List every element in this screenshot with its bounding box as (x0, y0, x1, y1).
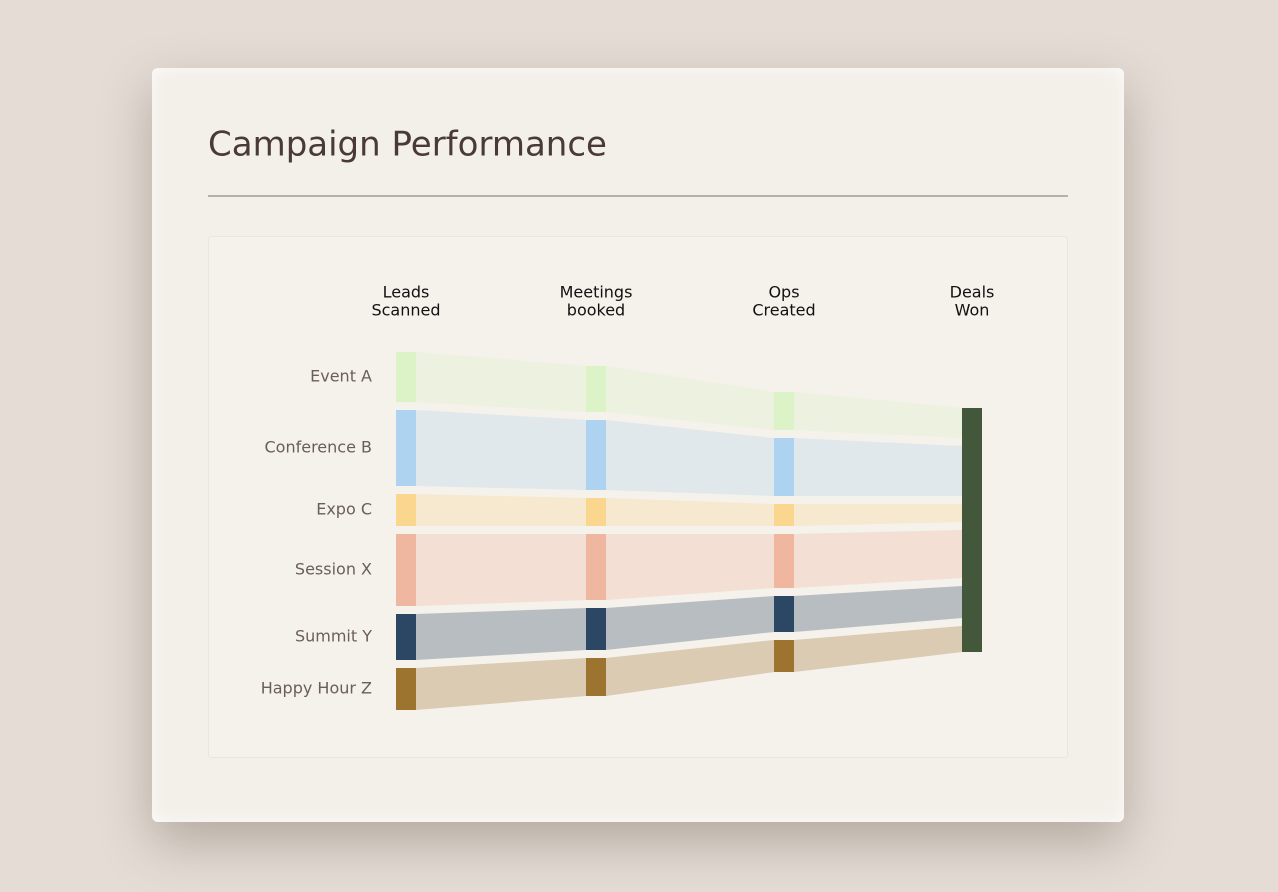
chart-title: Campaign Performance (208, 125, 607, 165)
flow (794, 392, 962, 438)
node (774, 504, 794, 526)
legend-label: Session X (295, 560, 372, 579)
node (586, 658, 606, 696)
flow (416, 658, 586, 710)
stage-label: Scanned (371, 301, 440, 320)
node (396, 352, 416, 402)
flow (794, 504, 962, 526)
flow (416, 494, 586, 526)
legend-label: Summit Y (295, 627, 372, 646)
node (396, 668, 416, 710)
flow (606, 534, 774, 600)
stage-label: Meetings (560, 283, 633, 302)
node (586, 608, 606, 650)
node (774, 534, 794, 588)
stage-label: booked (567, 301, 625, 320)
node (774, 596, 794, 632)
legend-label: Happy Hour Z (261, 679, 372, 698)
flow (416, 410, 586, 490)
flow (416, 534, 586, 606)
node (396, 614, 416, 660)
flow (606, 640, 774, 696)
node (396, 410, 416, 486)
node (396, 534, 416, 606)
legend-label: Conference B (265, 438, 373, 457)
stage-label: Won (955, 301, 990, 320)
flow (606, 366, 774, 430)
chart-panel (208, 236, 1068, 758)
node (586, 366, 606, 412)
node (586, 498, 606, 526)
flow (794, 438, 962, 496)
stage-label: Leads (383, 283, 430, 302)
sink-node (962, 408, 982, 652)
flow (606, 420, 774, 496)
stage-label: Ops (768, 283, 799, 302)
flow (794, 626, 962, 672)
stage-label: Created (752, 301, 815, 320)
node (396, 494, 416, 526)
node (774, 640, 794, 672)
flow (416, 352, 586, 412)
node (586, 420, 606, 490)
flow (606, 596, 774, 650)
legend-label: Event A (310, 367, 372, 386)
node (586, 534, 606, 600)
legend-label: Expo C (316, 500, 372, 519)
flow (416, 608, 586, 660)
flow (606, 498, 774, 526)
flow (794, 530, 962, 588)
node (774, 392, 794, 430)
stage-label: Deals (950, 283, 995, 302)
node (774, 438, 794, 496)
flow (794, 586, 962, 632)
